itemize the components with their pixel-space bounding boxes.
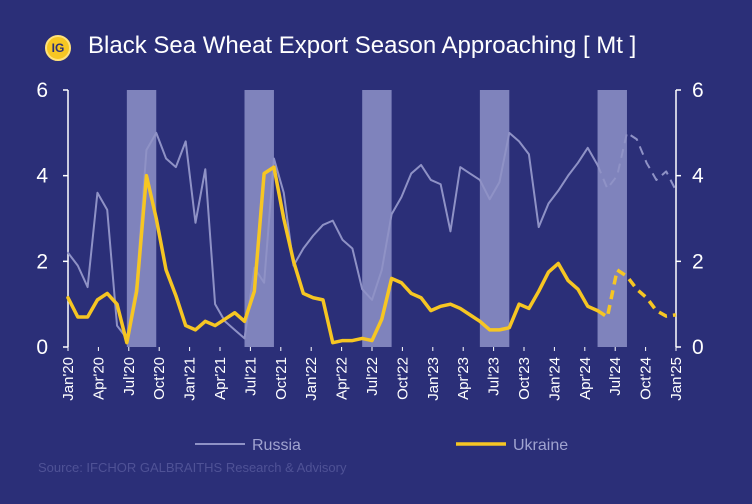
y-tick-label-left: 4 bbox=[36, 165, 48, 188]
y-tick-label-right: 2 bbox=[692, 250, 704, 273]
y-tick-label-right: 4 bbox=[692, 165, 704, 188]
x-tick-label: Apr'20 bbox=[90, 357, 107, 400]
x-tick-label: Apr'21 bbox=[212, 357, 229, 400]
series-forecast-line-ukraine bbox=[596, 268, 677, 319]
y-tick-label-right: 0 bbox=[692, 336, 704, 359]
x-tick-label: Oct'24 bbox=[638, 357, 655, 400]
series-forecast-line-russia bbox=[596, 131, 677, 192]
season-band bbox=[597, 90, 627, 347]
x-tick-label: Jan'23 bbox=[425, 357, 442, 401]
season-band bbox=[479, 90, 510, 347]
brand-logo-icon: IG bbox=[45, 35, 71, 61]
x-tick-label: Jul'23 bbox=[486, 357, 503, 396]
series-line-ukraine bbox=[66, 165, 600, 345]
chart-title: Black Sea Wheat Export Season Approachin… bbox=[88, 32, 637, 59]
legend-label-ukraine: Ukraine bbox=[513, 437, 568, 454]
x-tick-label: Jan'21 bbox=[182, 357, 199, 401]
x-tick-label: Oct'21 bbox=[273, 357, 290, 400]
y-tick-label-left: 0 bbox=[36, 336, 48, 359]
x-tick-label: Apr'23 bbox=[455, 357, 472, 400]
x-tick-label: Jul'20 bbox=[121, 357, 138, 396]
x-tick-label: Oct'20 bbox=[151, 357, 168, 400]
source-note: Source: IFCHOR GALBRAITHS Research & Adv… bbox=[38, 460, 347, 475]
x-tick-label: Oct'23 bbox=[516, 357, 533, 400]
x-tick-label: Jul'22 bbox=[364, 357, 381, 396]
x-tick-label: Jan'20 bbox=[60, 357, 77, 401]
x-tick-label: Apr'24 bbox=[577, 357, 594, 400]
y-tick-label-left: 2 bbox=[36, 250, 48, 273]
x-tick-label: Jan'22 bbox=[303, 357, 320, 401]
series-line-russia bbox=[67, 131, 599, 340]
legend-label-russia: Russia bbox=[252, 437, 301, 454]
y-tick-label-left: 6 bbox=[36, 79, 48, 102]
x-tick-label: Oct'22 bbox=[394, 357, 411, 400]
x-tick-label: Jan'25 bbox=[668, 357, 685, 401]
x-tick-label: Apr'22 bbox=[334, 357, 351, 400]
season-band bbox=[362, 90, 392, 347]
y-tick-label-right: 6 bbox=[692, 79, 704, 102]
x-tick-label: Jul'21 bbox=[242, 357, 259, 396]
x-tick-label: Jul'24 bbox=[607, 357, 624, 396]
x-tick-label: Jan'24 bbox=[546, 357, 563, 401]
